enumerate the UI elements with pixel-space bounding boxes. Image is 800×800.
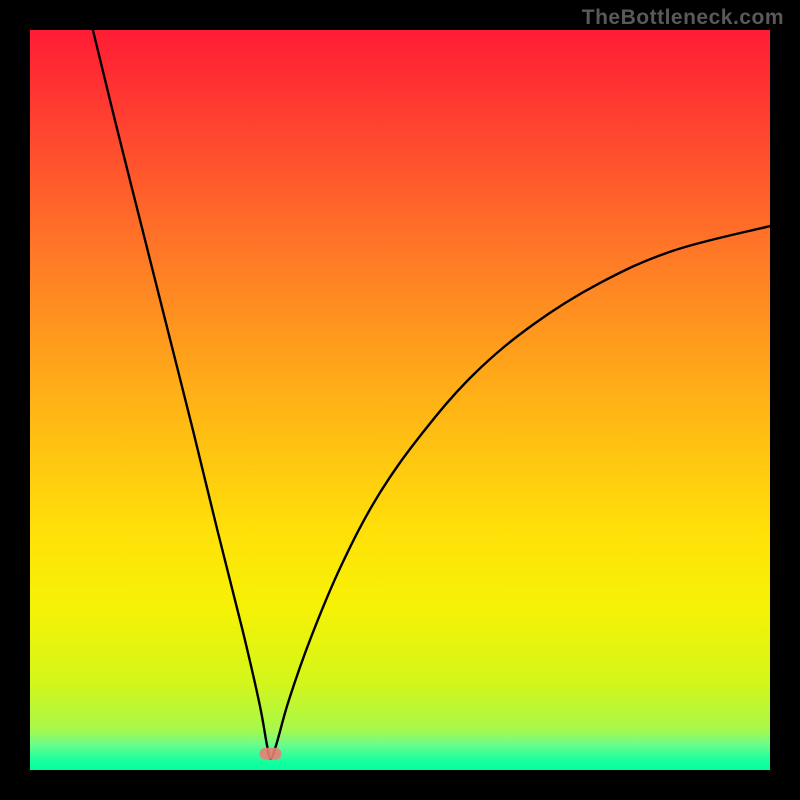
- watermark-text: TheBottleneck.com: [582, 6, 784, 30]
- bottleneck-chart: [0, 0, 800, 800]
- chart-plot-area: [30, 30, 770, 770]
- minimum-marker: [260, 748, 282, 760]
